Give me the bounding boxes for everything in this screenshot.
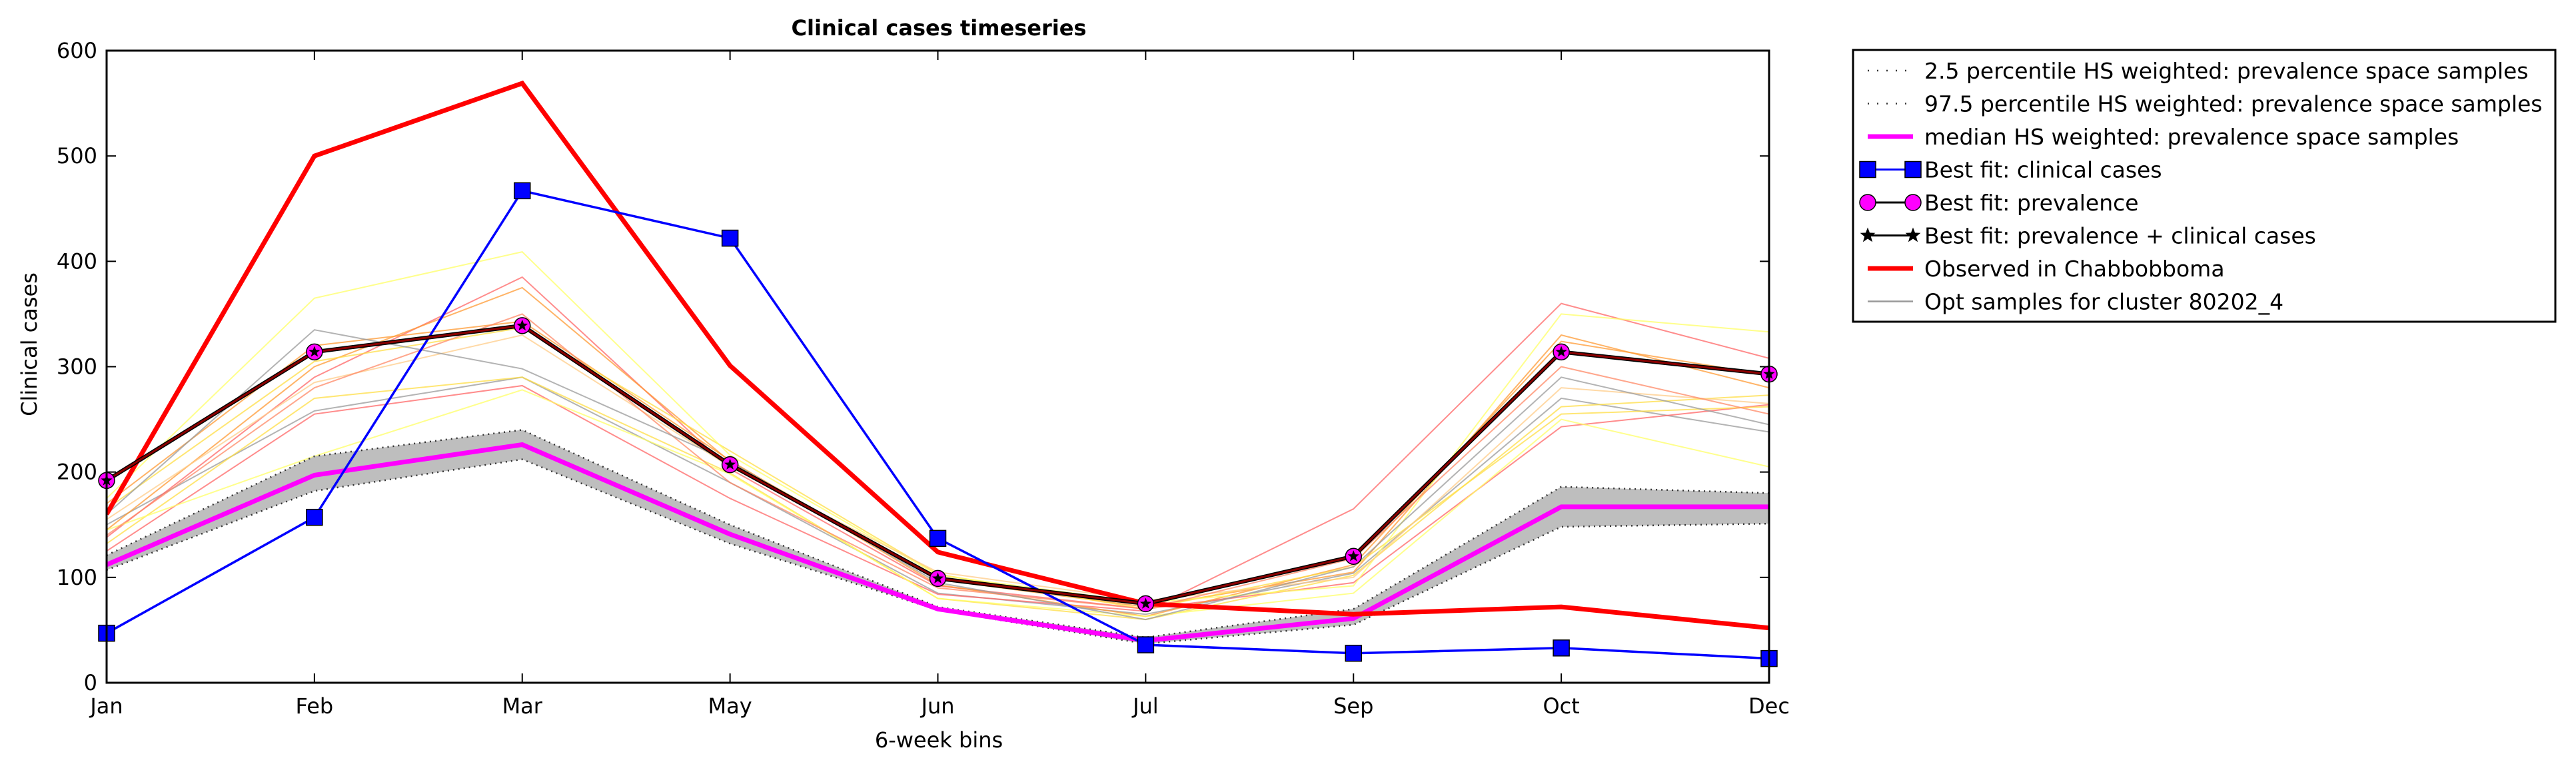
x-tick-label-oct: Oct	[1543, 693, 1579, 719]
legend-marker-best-prevalence-0	[1859, 194, 1876, 211]
sample-trace-9	[107, 389, 1769, 617]
best-clinical-marker-mar	[514, 182, 531, 200]
series-97.5-percentile-line	[107, 429, 1769, 639]
chart-title: Clinical cases timeseries	[792, 15, 1087, 41]
best-both-marker-may	[724, 458, 736, 470]
best-both-marker-feb	[309, 346, 321, 357]
best-both-marker-mar	[516, 319, 528, 331]
best-clinical-marker-jul	[1137, 636, 1155, 653]
legend-entry-observed: Observed in Chabbobboma	[1868, 256, 2225, 282]
x-tick-label-jun: Jun	[920, 693, 955, 719]
y-axis-label: Clinical cases	[17, 272, 42, 416]
sample-trace-4	[107, 286, 1769, 608]
legend-label-lower: 2.5 percentile HS weighted: prevalence s…	[1924, 58, 2529, 84]
legend-label-opt: Opt samples for cluster 80202_4	[1924, 289, 2283, 315]
best-clinical-marker-oct	[1553, 639, 1570, 657]
legend-marker-best-clinical-0	[1859, 161, 1876, 179]
series-median-line	[107, 442, 1769, 643]
legend-entry-best-prevalence: Best fit: prevalence	[1859, 190, 2139, 216]
x-tick-label-may: May	[708, 693, 752, 719]
series-observed-line	[107, 80, 1769, 631]
best-both-marker-sep	[1347, 550, 1359, 562]
best-clinical-marker-may	[721, 229, 739, 247]
legend-label-median: median HS weighted: prevalence space sam…	[1924, 124, 2459, 150]
legend-entry-median: median HS weighted: prevalence space sam…	[1868, 124, 2459, 150]
x-tick-label-dec: Dec	[1748, 693, 1790, 719]
legend-entry-lower: 2.5 percentile HS weighted: prevalence s…	[1868, 58, 2529, 84]
legend-marker-best-clinical-1	[1904, 161, 1922, 179]
legend: 2.5 percentile HS weighted: prevalence s…	[1852, 49, 2557, 323]
y-tick-label-600: 600	[57, 38, 97, 63]
legend-label-best-both: Best fit: prevalence + clinical cases	[1924, 223, 2316, 249]
axes: 0 100 200 300 400 500 600 Jan Feb Mar May Jun Jul Sep…	[57, 38, 1790, 719]
x-tick-label-mar: Mar	[502, 693, 543, 719]
plot-area	[98, 80, 1778, 667]
legend-label-upper: 97.5 percentile HS weighted: prevalence …	[1924, 91, 2543, 117]
legend-entry-best-clinical: Best fit: clinical cases	[1859, 157, 2162, 183]
y-tick-label-0: 0	[84, 670, 97, 695]
best-clinical-marker-sep	[1345, 644, 1362, 662]
best-both-marker-jul	[1139, 597, 1151, 609]
legend-marker-best-both-1	[1905, 227, 1921, 242]
x-axis-label: 6-week bins	[875, 727, 1003, 753]
best-clinical-marker-feb	[306, 508, 323, 526]
x-tick-label-feb: Feb	[296, 693, 334, 719]
y-tick-label-300: 300	[57, 354, 97, 380]
legend-label-best-prevalence: Best fit: prevalence	[1924, 190, 2139, 216]
best-clinical-marker-jun	[929, 530, 947, 548]
sample-trace-1	[107, 376, 1769, 615]
legend-box	[1852, 49, 2557, 323]
y-tick-label-100: 100	[57, 565, 97, 590]
best-both-marker-jun	[932, 572, 944, 583]
y-tick-label-200: 200	[57, 460, 97, 485]
y-tick-label-500: 500	[57, 143, 97, 169]
y-tick-label-400: 400	[57, 248, 97, 274]
legend-label-best-clinical: Best fit: clinical cases	[1924, 157, 2162, 183]
x-tick-label-jan: Jan	[89, 693, 123, 719]
legend-entry-opt: Opt samples for cluster 80202_4	[1868, 289, 2283, 315]
sample-trace-2	[107, 302, 1769, 612]
legend-label-observed: Observed in Chabbobboma	[1924, 256, 2225, 282]
legend-entry-best-both: Best fit: prevalence + clinical cases	[1860, 223, 2316, 249]
x-tick-label-sep: Sep	[1333, 693, 1373, 719]
best-both-marker-oct	[1555, 346, 1567, 357]
legend-entry-upper: 97.5 percentile HS weighted: prevalence …	[1868, 91, 2543, 117]
sample-trace-11	[107, 313, 1769, 610]
legend-marker-best-both-0	[1860, 227, 1876, 242]
plot-series-group	[107, 80, 1769, 660]
x-tick-label-jul: Jul	[1131, 693, 1159, 719]
legend-marker-best-prevalence-1	[1904, 194, 1922, 211]
